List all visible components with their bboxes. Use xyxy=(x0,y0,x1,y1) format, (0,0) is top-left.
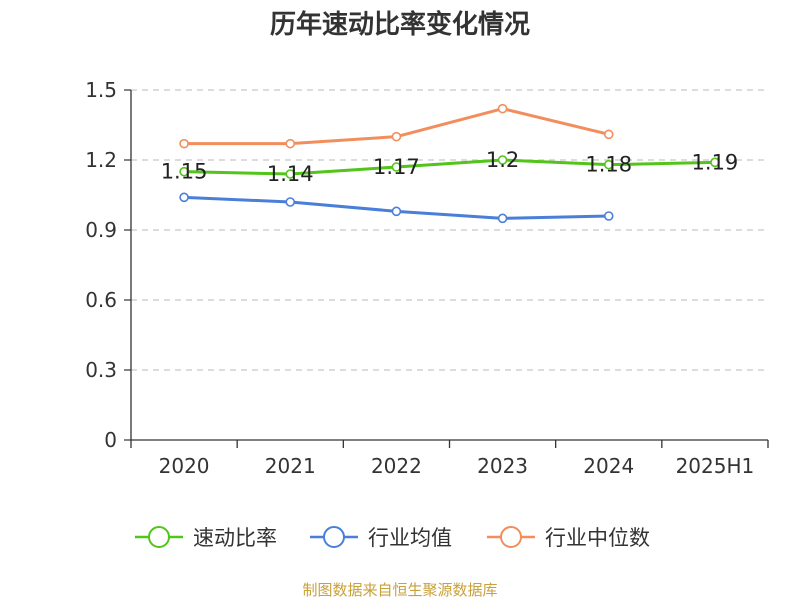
legend-label: 行业均值 xyxy=(368,526,452,550)
legend-marker xyxy=(323,526,345,548)
y-tick-label: 0.3 xyxy=(85,358,117,382)
data-point xyxy=(179,138,189,149)
data-point xyxy=(497,213,508,224)
legend-item-3: 行业中位数 xyxy=(487,526,650,550)
x-tick-label: 2021 xyxy=(265,454,316,478)
data-point xyxy=(391,131,402,142)
data-labels: 1.15 1.14 1.17 1.2 1.18 1.19 xyxy=(161,148,739,186)
data-point xyxy=(391,162,402,172)
legend-label: 速动比率 xyxy=(193,526,277,550)
data-label: 1.18 xyxy=(585,153,632,177)
y-tick-label: 0.6 xyxy=(85,288,117,312)
legend: 速动比率 行业均值 行业中位数 xyxy=(135,526,650,550)
grid-lines xyxy=(131,89,768,371)
legend-label: 行业中位数 xyxy=(545,526,650,550)
x-tick-label: 2022 xyxy=(371,454,422,478)
data-point xyxy=(285,197,296,207)
data-point xyxy=(391,206,402,217)
y-tick-label: 1.5 xyxy=(85,78,117,102)
x-tick-label: 2020 xyxy=(159,454,210,478)
data-label: 1.15 xyxy=(161,160,208,184)
data-point xyxy=(179,192,189,203)
legend-marker xyxy=(148,526,170,548)
data-point xyxy=(497,103,508,114)
data-label: 1.17 xyxy=(373,155,420,179)
legend-item-2: 行业均值 xyxy=(310,526,452,550)
data-point xyxy=(497,155,508,165)
data-label: 1.14 xyxy=(267,162,314,186)
data-label: 1.2 xyxy=(486,148,519,172)
legend-item-1: 速动比率 xyxy=(135,526,277,550)
axes: 0 0.3 0.6 0.9 1.2 1.5 2020 2021 2022 2023 2024 2025… xyxy=(85,78,769,478)
y-tick-label: 1.2 xyxy=(85,148,117,172)
data-point xyxy=(603,159,614,170)
x-tick-label: 2025H1 xyxy=(676,454,755,478)
legend-marker xyxy=(500,526,522,548)
source-note: 制图数据来自恒生聚源数据库 xyxy=(302,581,497,599)
y-tick-label: 0 xyxy=(104,428,117,452)
data-point xyxy=(285,169,296,179)
data-point xyxy=(179,166,189,177)
chart-title: 历年速动比率变化情况 xyxy=(270,9,530,40)
data-point xyxy=(285,138,296,149)
data-point xyxy=(603,129,614,140)
series-line-1 xyxy=(184,158,715,176)
data-point xyxy=(603,211,614,221)
data-label: 1.19 xyxy=(692,150,739,174)
series-lines xyxy=(179,103,720,224)
data-point xyxy=(710,157,720,168)
x-tick-label: 2023 xyxy=(477,454,528,478)
y-tick-label: 0.9 xyxy=(85,218,117,242)
x-tick-label: 2024 xyxy=(583,454,634,478)
